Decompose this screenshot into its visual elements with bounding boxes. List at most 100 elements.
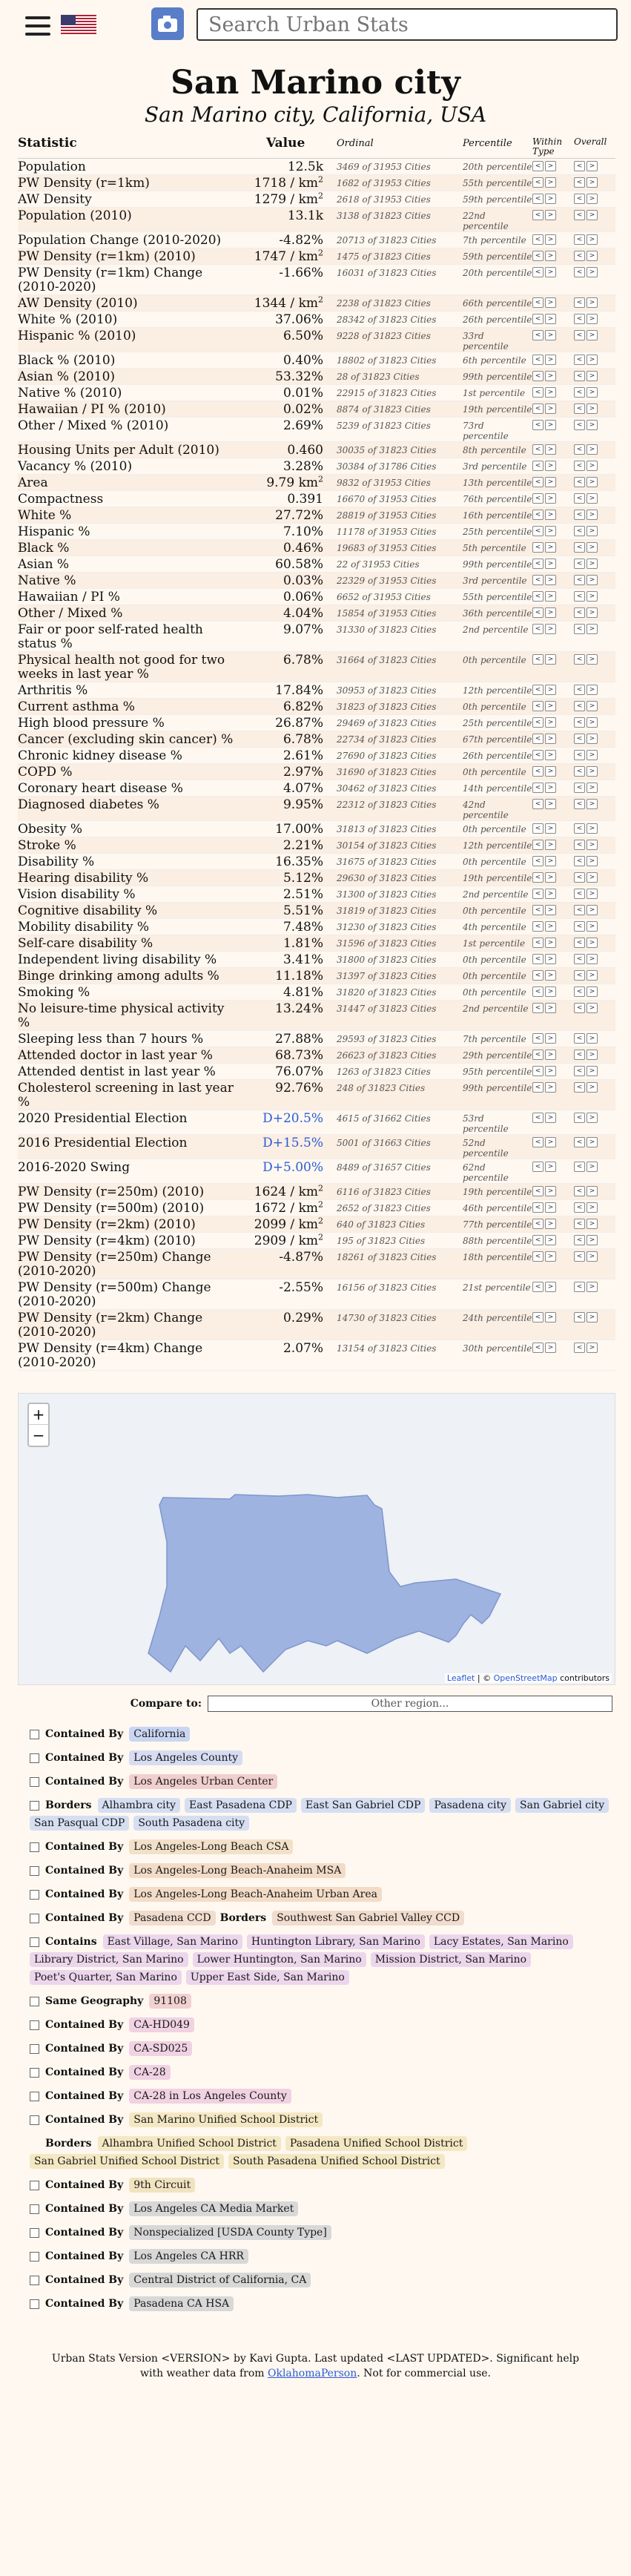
arrow-left-icon[interactable]: <: [574, 1082, 585, 1093]
arrow-right-icon[interactable]: >: [545, 856, 556, 866]
arrow-right-icon[interactable]: >: [545, 1251, 556, 1262]
arrow-left-icon[interactable]: <: [574, 607, 585, 618]
arrow-right-icon[interactable]: >: [587, 267, 598, 277]
region-link[interactable]: San Gabriel Unified School District: [30, 2154, 224, 2169]
arrow-right-icon[interactable]: >: [587, 542, 598, 553]
arrow-right-icon[interactable]: >: [545, 575, 556, 585]
arrow-right-icon[interactable]: >: [587, 872, 598, 883]
us-flag-icon[interactable]: [61, 15, 96, 34]
arrow-left-icon[interactable]: <: [532, 889, 544, 899]
region-link[interactable]: East Village, San Marino: [102, 1934, 242, 1949]
checkbox-icon[interactable]: [30, 1776, 39, 1787]
checkbox-icon[interactable]: [30, 1996, 39, 2006]
arrow-left-icon[interactable]: <: [574, 654, 585, 665]
arrow-right-icon[interactable]: >: [587, 1082, 598, 1093]
arrow-right-icon[interactable]: >: [587, 314, 598, 324]
arrow-left-icon[interactable]: <: [532, 194, 544, 204]
arrow-left-icon[interactable]: <: [532, 970, 544, 981]
arrow-right-icon[interactable]: >: [545, 1282, 556, 1292]
checkbox-icon[interactable]: [30, 1842, 39, 1852]
arrow-right-icon[interactable]: >: [545, 355, 556, 365]
region-link[interactable]: Los Angeles-Long Beach CSA: [129, 1839, 294, 1854]
arrow-left-icon[interactable]: <: [532, 840, 544, 850]
arrow-right-icon[interactable]: >: [545, 1082, 556, 1093]
checkbox-icon[interactable]: [30, 1889, 39, 1900]
arrow-right-icon[interactable]: >: [545, 526, 556, 536]
arrow-left-icon[interactable]: <: [532, 420, 544, 430]
arrow-left-icon[interactable]: <: [532, 954, 544, 964]
arrow-right-icon[interactable]: >: [587, 856, 598, 866]
checkbox-icon[interactable]: [30, 1753, 39, 1763]
arrow-left-icon[interactable]: <: [574, 783, 585, 793]
arrow-left-icon[interactable]: <: [532, 1282, 544, 1292]
arrow-left-icon[interactable]: <: [574, 970, 585, 981]
arrow-right-icon[interactable]: >: [545, 734, 556, 744]
region-link[interactable]: East San Gabriel CDP: [300, 1798, 426, 1813]
leaflet-link[interactable]: Leaflet: [446, 1673, 475, 1683]
arrow-right-icon[interactable]: >: [587, 161, 598, 171]
hamburger-menu-icon[interactable]: [25, 16, 50, 36]
arrow-left-icon[interactable]: <: [532, 701, 544, 711]
arrow-left-icon[interactable]: <: [574, 1033, 585, 1044]
region-link[interactable]: Upper East Side, San Marino: [185, 1970, 349, 1985]
arrow-right-icon[interactable]: >: [587, 1282, 598, 1292]
arrow-left-icon[interactable]: <: [574, 314, 585, 324]
arrow-left-icon[interactable]: <: [574, 1312, 585, 1322]
arrow-left-icon[interactable]: <: [574, 559, 585, 569]
region-link[interactable]: Los Angeles CA Media Market: [129, 2201, 299, 2216]
arrow-right-icon[interactable]: >: [587, 526, 598, 536]
region-link[interactable]: Nonspecialized [USDA County Type]: [129, 2225, 331, 2240]
arrow-left-icon[interactable]: <: [532, 493, 544, 504]
map[interactable]: + − Leaflet | © OpenStreetMap contributo…: [18, 1393, 615, 1685]
camera-icon[interactable]: [151, 7, 184, 40]
arrow-left-icon[interactable]: <: [574, 1050, 585, 1060]
arrow-left-icon[interactable]: <: [532, 1113, 544, 1123]
arrow-left-icon[interactable]: <: [574, 194, 585, 204]
arrow-right-icon[interactable]: >: [587, 717, 598, 728]
arrow-right-icon[interactable]: >: [545, 493, 556, 504]
arrow-right-icon[interactable]: >: [587, 1186, 598, 1196]
arrow-left-icon[interactable]: <: [532, 624, 544, 634]
arrow-right-icon[interactable]: >: [587, 1050, 598, 1060]
arrow-left-icon[interactable]: <: [532, 1050, 544, 1060]
arrow-right-icon[interactable]: >: [545, 1050, 556, 1060]
arrow-right-icon[interactable]: >: [587, 1003, 598, 1013]
arrow-left-icon[interactable]: <: [532, 161, 544, 171]
arrow-right-icon[interactable]: >: [545, 938, 556, 948]
arrow-left-icon[interactable]: <: [532, 717, 544, 728]
arrow-left-icon[interactable]: <: [532, 750, 544, 760]
arrow-left-icon[interactable]: <: [574, 1003, 585, 1013]
arrow-right-icon[interactable]: >: [587, 1235, 598, 1245]
arrow-right-icon[interactable]: >: [587, 970, 598, 981]
arrow-right-icon[interactable]: >: [545, 371, 556, 381]
region-link[interactable]: Poet's Quarter, San Marino: [30, 1970, 182, 1985]
region-link[interactable]: Pasadena CCD: [129, 1911, 216, 1926]
arrow-left-icon[interactable]: <: [574, 330, 585, 340]
arrow-left-icon[interactable]: <: [574, 477, 585, 487]
osm-link[interactable]: OpenStreetMap: [493, 1673, 558, 1683]
arrow-left-icon[interactable]: <: [532, 234, 544, 245]
arrow-right-icon[interactable]: >: [545, 685, 556, 695]
arrow-right-icon[interactable]: >: [587, 403, 598, 414]
arrow-left-icon[interactable]: <: [532, 330, 544, 340]
arrow-right-icon[interactable]: >: [587, 938, 598, 948]
arrow-left-icon[interactable]: <: [574, 297, 585, 308]
arrow-left-icon[interactable]: <: [532, 591, 544, 602]
arrow-right-icon[interactable]: >: [587, 654, 598, 665]
arrow-right-icon[interactable]: >: [587, 1066, 598, 1076]
zoom-in-icon[interactable]: +: [29, 1404, 48, 1425]
region-link[interactable]: San Pasqual CDP: [30, 1816, 130, 1831]
arrow-right-icon[interactable]: >: [545, 1312, 556, 1322]
arrow-right-icon[interactable]: >: [587, 823, 598, 834]
arrow-left-icon[interactable]: <: [574, 251, 585, 261]
arrow-left-icon[interactable]: <: [532, 1082, 544, 1093]
arrow-left-icon[interactable]: <: [574, 921, 585, 932]
checkbox-icon[interactable]: [30, 2180, 39, 2190]
arrow-left-icon[interactable]: <: [532, 575, 544, 585]
region-link[interactable]: Library District, San Marino: [30, 1952, 188, 1967]
arrow-right-icon[interactable]: >: [545, 251, 556, 261]
arrow-left-icon[interactable]: <: [574, 161, 585, 171]
arrow-left-icon[interactable]: <: [574, 461, 585, 471]
arrow-right-icon[interactable]: >: [587, 1033, 598, 1044]
arrow-right-icon[interactable]: >: [545, 799, 556, 809]
